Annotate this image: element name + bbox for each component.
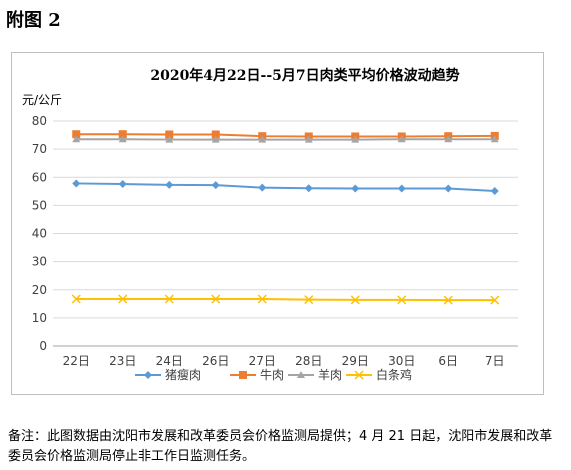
legend-item: 牛肉 — [230, 367, 284, 382]
data-point — [490, 295, 500, 305]
data-point — [258, 135, 267, 143]
chart-frame — [11, 52, 544, 395]
data-point — [211, 294, 221, 304]
line-chart: 2020年4月22日--5月7日肉类平均价格波动趋势 元/公斤 0 10 20 30 4… — [22, 67, 518, 382]
y-tick-label: 50 — [32, 198, 47, 212]
data-point — [165, 130, 174, 139]
x-tick-label: 27日 — [249, 354, 276, 368]
data-point — [118, 130, 127, 139]
series-0 — [72, 179, 499, 196]
data-point — [351, 184, 360, 193]
x-tick-label: 28日 — [295, 354, 322, 368]
legend-marker — [239, 371, 247, 379]
x-tick-label: 6日 — [438, 354, 458, 368]
data-point — [72, 135, 81, 143]
legend-item: 羊肉 — [288, 367, 342, 382]
data-point — [72, 130, 81, 139]
data-point — [304, 295, 314, 305]
y-tick-label: 10 — [32, 311, 47, 325]
legend-item: 猪瘦肉 — [135, 367, 201, 382]
data-point — [72, 179, 81, 188]
y-tick-label: 20 — [32, 283, 47, 297]
y-tick-label: 30 — [32, 255, 47, 269]
x-tick-label: 7日 — [485, 354, 505, 368]
data-point — [350, 295, 360, 305]
data-point — [443, 295, 453, 305]
data-point — [444, 135, 453, 143]
y-tick-label: 80 — [32, 114, 47, 128]
data-point — [165, 135, 174, 143]
data-point — [444, 184, 453, 193]
data-point — [118, 135, 127, 143]
x-tick-label: 23日 — [109, 354, 136, 368]
data-point — [211, 135, 220, 143]
legend-label: 猪瘦肉 — [165, 367, 201, 382]
data-point — [490, 187, 499, 196]
x-tick-label: 29日 — [342, 354, 369, 368]
data-point — [257, 294, 267, 304]
footnote: 备注：此图数据由沈阳市发展和改革委员会价格监测局提供；4 月 21 日起，沈阳市… — [8, 429, 553, 464]
data-point — [118, 294, 128, 304]
legend-marker — [354, 370, 364, 380]
data-point — [490, 135, 499, 143]
legend-item: 白条鸡 — [346, 367, 412, 382]
series-3 — [71, 294, 500, 305]
legend-label: 牛肉 — [260, 367, 284, 382]
data-point — [164, 294, 174, 304]
series-line — [76, 133, 495, 138]
data-point — [397, 295, 407, 305]
series-line — [76, 298, 495, 302]
data-point — [304, 184, 313, 193]
chart-title: 2020年4月22日--5月7日肉类平均价格波动趋势 — [150, 67, 459, 84]
x-tick-label: 22日 — [63, 354, 90, 368]
legend-marker — [297, 371, 305, 378]
legend-label: 白条鸡 — [376, 367, 412, 382]
data-point — [258, 183, 267, 192]
data-point — [211, 181, 220, 190]
y-tick-label: 0 — [39, 339, 47, 353]
x-tick-label: 30日 — [388, 354, 415, 368]
data-point — [118, 180, 127, 188]
x-tick-label: 26日 — [202, 354, 229, 368]
figure-label: 附图 2 — [6, 10, 61, 31]
data-point — [71, 294, 81, 304]
y-axis-label: 元/公斤 — [22, 93, 62, 107]
data-point — [211, 130, 220, 139]
y-tick-label: 60 — [32, 170, 47, 184]
data-point — [397, 135, 406, 143]
y-tick-label: 70 — [32, 142, 47, 156]
series-2 — [72, 135, 499, 143]
data-point — [165, 180, 174, 189]
data-point — [351, 135, 360, 143]
legend-marker — [144, 371, 152, 379]
data-point — [304, 135, 313, 143]
data-point — [397, 184, 406, 193]
legend-label: 羊肉 — [318, 367, 342, 382]
series-line — [76, 182, 495, 193]
x-tick-label: 24日 — [156, 354, 183, 368]
y-tick-label: 40 — [32, 227, 47, 241]
